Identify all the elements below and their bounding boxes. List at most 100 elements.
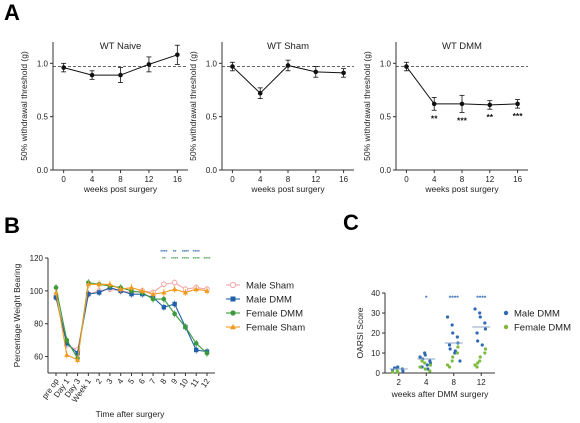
data-point <box>487 102 493 108</box>
y-tick-label: 0.5 <box>37 113 49 122</box>
data-point <box>89 72 95 78</box>
x-tick-label: 5 <box>126 377 136 386</box>
significance-label: **** <box>182 249 189 254</box>
data-point <box>475 365 479 369</box>
data-point <box>61 65 66 70</box>
legend-marker <box>229 281 237 289</box>
significance-label: **** <box>193 249 200 254</box>
chart-title: WT Sham <box>267 41 309 52</box>
data-point <box>473 307 477 311</box>
x-tick-label: 8 <box>118 175 123 184</box>
y-tick-label: 120 <box>30 254 44 263</box>
data-point <box>445 315 450 319</box>
y-tick-label: 40 <box>371 289 380 298</box>
data-point <box>456 345 460 349</box>
data-point <box>450 359 454 363</box>
data-point <box>478 359 482 363</box>
x-tick-label: 12 <box>144 175 153 184</box>
data-point <box>473 363 477 367</box>
x-tick-label: 4 <box>90 175 95 184</box>
legend-label: Female DMM <box>514 323 571 334</box>
data-point <box>53 289 59 295</box>
x-tick-label: 12 <box>311 175 320 184</box>
data-point <box>172 286 178 292</box>
significance-label: * <box>425 295 428 302</box>
data-point <box>194 347 199 353</box>
panel-letter-b: B <box>4 213 20 238</box>
legend-marker <box>503 324 509 330</box>
data-point <box>423 353 427 357</box>
data-point <box>450 323 454 327</box>
data-point <box>451 331 455 335</box>
x-tick-label: 16 <box>173 175 182 184</box>
legend-label: Male Sham <box>246 281 294 292</box>
y-tick-label: 30 <box>371 309 380 318</box>
data-point <box>478 311 482 315</box>
data-point <box>455 335 459 339</box>
data-point <box>483 321 487 325</box>
y-tick-label: 1.0 <box>206 59 218 68</box>
x-tick-label: 0 <box>404 175 409 184</box>
x-tick-label: 12 <box>485 175 494 184</box>
significance-label: ** <box>486 112 493 122</box>
data-point <box>107 281 113 287</box>
data-point <box>478 315 482 319</box>
data-point <box>404 64 409 69</box>
x-tick-label: 8 <box>159 377 169 386</box>
data-point <box>428 363 433 367</box>
significance-label: **** <box>171 256 178 261</box>
data-point <box>285 63 291 68</box>
data-point <box>150 291 156 297</box>
data-point <box>171 279 178 286</box>
y-tick-label: 20 <box>371 329 380 338</box>
significance-label: **** <box>449 295 460 302</box>
data-point <box>341 70 346 76</box>
chart-panel-a-wt-naive: 0.0 0.5 1.0 0 4 8 12 16 WT Naive weeks post surge… <box>19 41 188 194</box>
x-tick-label: 0 <box>230 175 235 184</box>
data-point <box>118 72 123 78</box>
data-point <box>172 311 177 317</box>
data-point <box>161 281 167 288</box>
y-axis-label: OARSI Score <box>355 307 365 358</box>
legend-label: Female Sham <box>246 323 305 334</box>
significance-label: *** <box>513 111 524 121</box>
x-tick-label: 6 <box>137 377 147 386</box>
data-point <box>476 339 480 343</box>
data-point <box>86 291 91 297</box>
y-tick-label: 0.5 <box>206 113 218 122</box>
y-axis-label: 50% withdrawal threshold (g) <box>188 51 198 161</box>
data-point <box>85 281 91 287</box>
significance-label: ** <box>162 256 166 261</box>
legend-marker <box>230 324 236 330</box>
data-point <box>128 284 135 290</box>
panel-letter-c: C <box>343 210 359 235</box>
data-point <box>313 69 319 75</box>
data-point <box>451 355 455 359</box>
x-tick-label: 12 <box>199 377 212 390</box>
significance-label: **** <box>203 256 210 261</box>
y-axis-label: Percentage Weight Bearing <box>12 263 22 367</box>
y-tick-label: 1.0 <box>380 59 392 68</box>
data-point <box>74 357 81 362</box>
data-point <box>475 331 479 335</box>
data-point <box>64 352 70 357</box>
legend-marker <box>230 310 236 316</box>
data-point <box>423 367 427 371</box>
significance-label: *** <box>457 115 468 125</box>
data-point <box>96 290 102 295</box>
y-tick-label: 0.0 <box>206 166 218 175</box>
data-point <box>150 296 156 302</box>
y-tick-label: 0 <box>376 369 381 378</box>
data-point <box>420 359 424 363</box>
x-axis-label: Time after surgery <box>96 409 165 419</box>
data-point <box>455 351 459 355</box>
y-tick-label: 60 <box>34 353 43 362</box>
data-point <box>146 62 152 67</box>
series-female-sham <box>53 280 210 364</box>
y-axis-label: 50% withdrawal threshold (g) <box>19 51 29 161</box>
data-point <box>478 355 482 359</box>
x-tick-label: 0 <box>61 175 66 184</box>
